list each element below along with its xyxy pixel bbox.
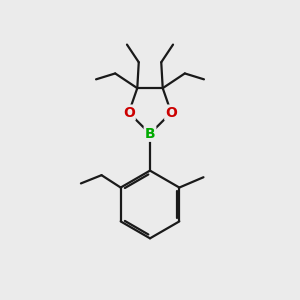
Text: O: O	[165, 106, 177, 120]
Text: O: O	[123, 106, 135, 120]
Text: B: B	[145, 127, 155, 141]
